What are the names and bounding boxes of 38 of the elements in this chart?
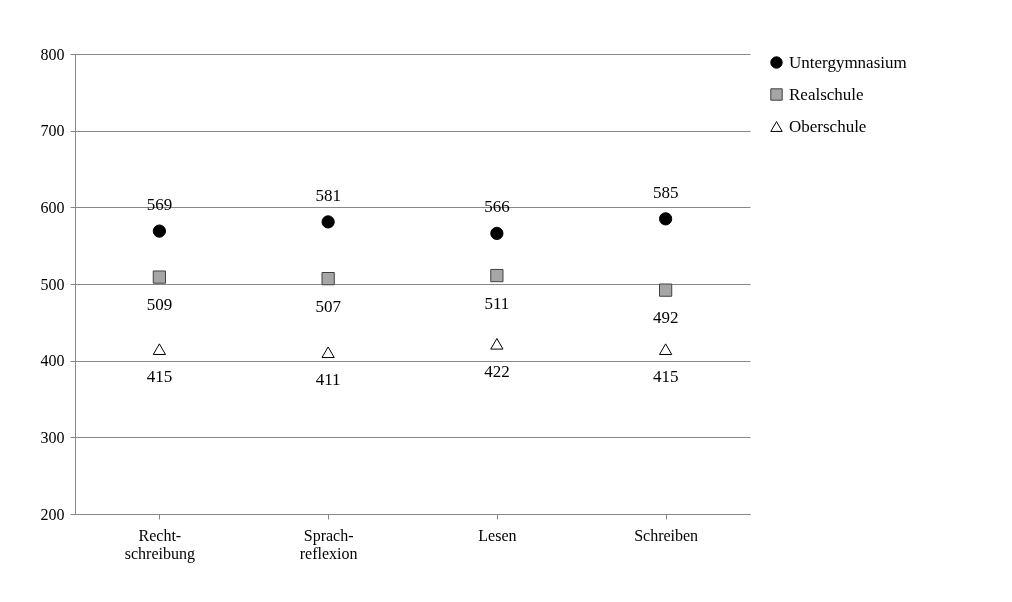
- legend-label: Untergymnasium: [789, 52, 907, 72]
- point: [490, 226, 504, 241]
- point: [659, 212, 673, 226]
- data-label: 415: [652, 367, 679, 387]
- point: [321, 215, 335, 229]
- data-label: 569: [146, 195, 173, 215]
- legend-label: Realschule: [789, 84, 864, 104]
- data-label: 422: [484, 361, 510, 381]
- y-tick-label: 600: [40, 198, 65, 216]
- y-tick-label: 400: [40, 352, 65, 370]
- point: [490, 338, 504, 350]
- y-tick-label: 800: [40, 45, 65, 63]
- x-tick-label: Sprach- reflexion: [299, 526, 358, 562]
- y-tick-label: 200: [40, 505, 65, 523]
- y-tick-label: 500: [40, 275, 65, 293]
- data-label: 511: [484, 293, 510, 313]
- data-label: 492: [652, 308, 679, 328]
- point: [152, 224, 166, 238]
- x-tick-label: Recht- schreibung: [124, 526, 195, 563]
- y-tick-label: 300: [40, 428, 65, 446]
- data-label: 411: [315, 370, 341, 390]
- data-label: 507: [315, 296, 342, 316]
- point: [659, 343, 673, 355]
- x-tick-label: Schreiben: [634, 526, 699, 544]
- point: [321, 346, 335, 359]
- point: [659, 283, 673, 297]
- point: [152, 270, 166, 284]
- data-label: 581: [315, 185, 341, 205]
- data-label: 509: [146, 295, 173, 315]
- legend-label: Oberschule: [789, 116, 867, 136]
- data-label: 585: [652, 182, 679, 202]
- x-tick-label: Lesen: [478, 526, 517, 544]
- y-tick-label: 700: [40, 122, 65, 140]
- point: [152, 343, 166, 355]
- point: [490, 268, 504, 283]
- point: [321, 272, 335, 286]
- data-label: 415: [146, 367, 173, 387]
- data-label: 566: [484, 197, 510, 217]
